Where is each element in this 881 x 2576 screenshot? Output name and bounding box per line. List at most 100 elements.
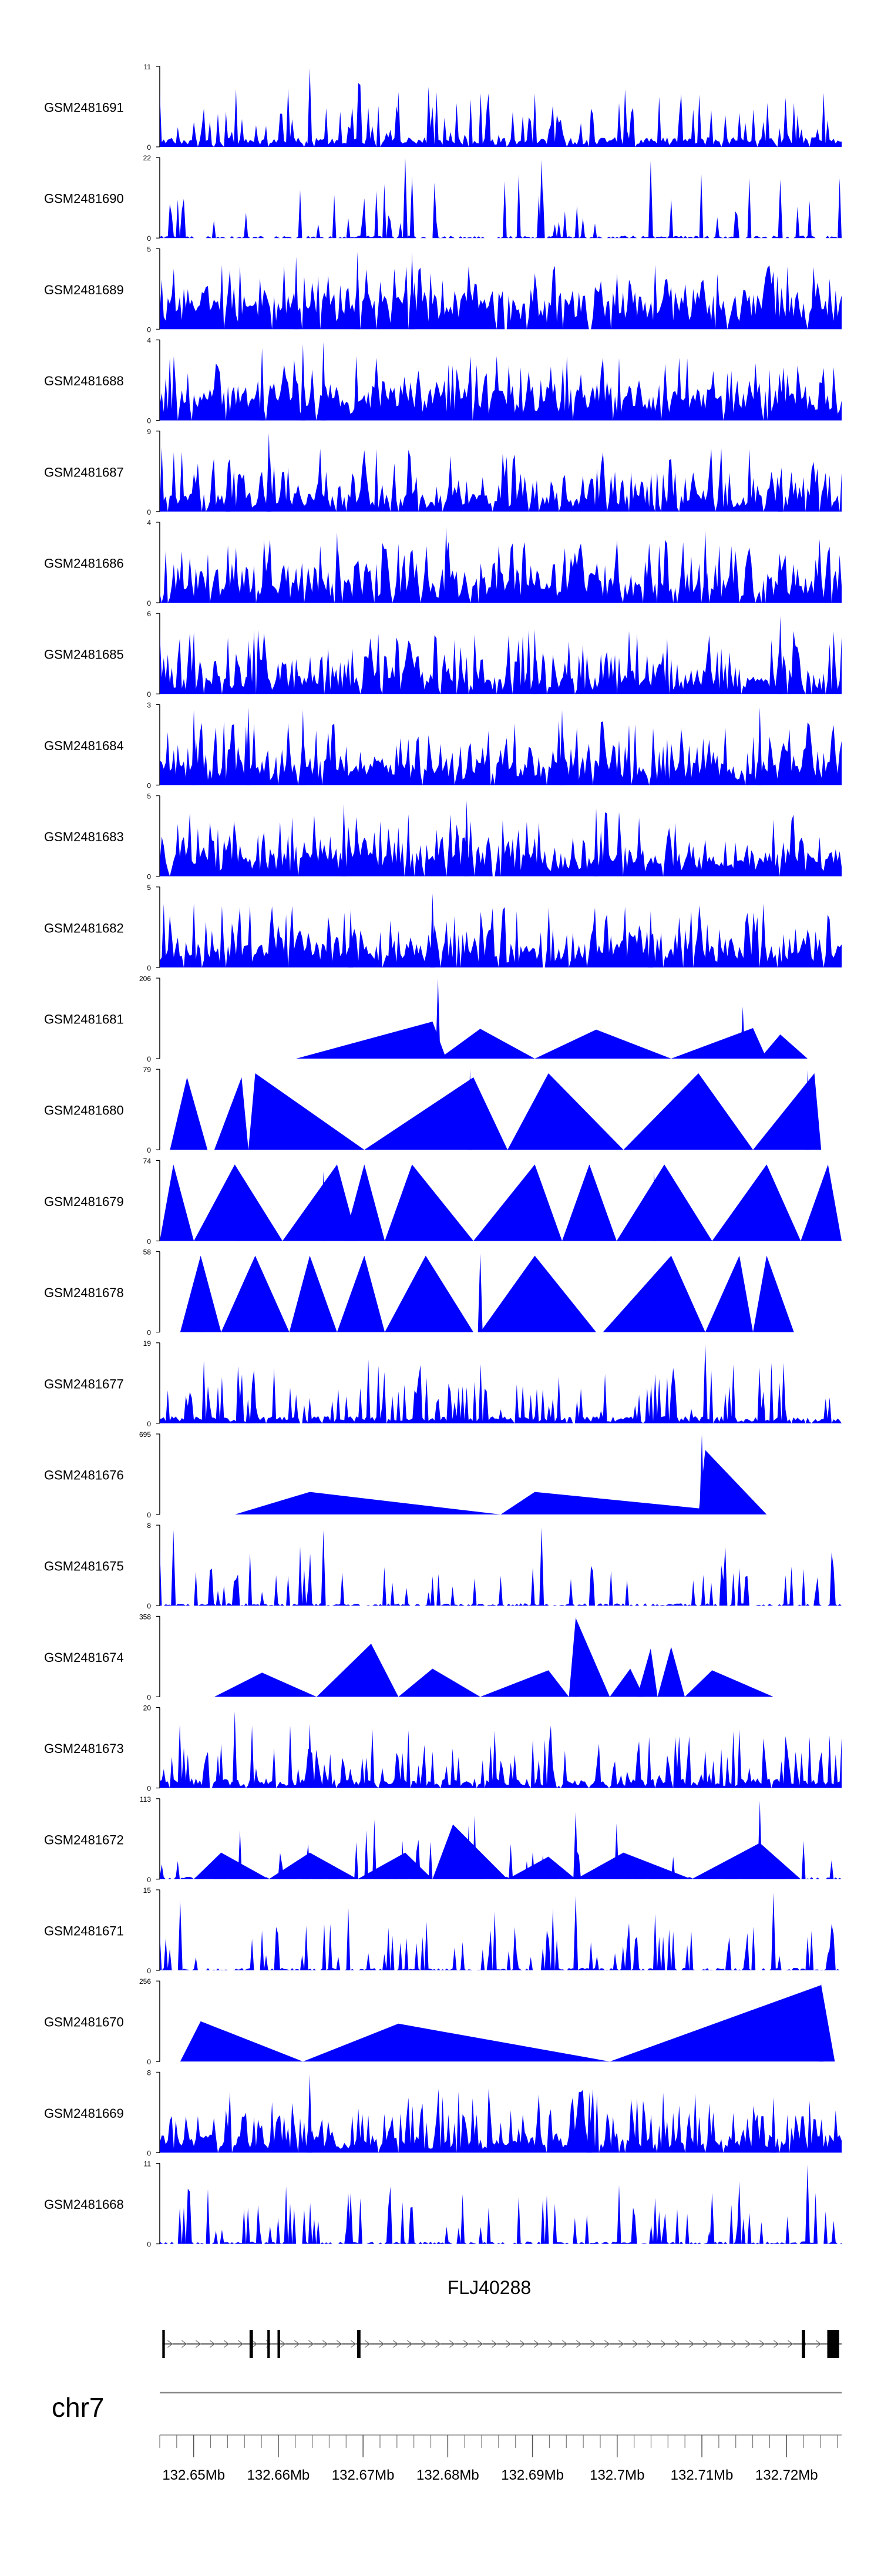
track: GSM2481677 19 0 <box>44 1339 842 1428</box>
strand-arrow <box>463 2340 469 2348</box>
track-label: GSM2481689 <box>44 283 124 297</box>
coverage-region <box>385 1255 474 1332</box>
coverage-region <box>160 1164 194 1241</box>
y-max-label: 79 <box>143 1066 152 1074</box>
coverage-peak <box>321 342 326 421</box>
coverage-profile <box>160 356 842 421</box>
coverage-region <box>684 1670 774 1697</box>
chromosome-track: chr7 <box>52 2392 842 2423</box>
coverage-peak <box>246 707 251 785</box>
coverage-region <box>317 1643 399 1697</box>
track: GSM2481674 358 0 <box>44 1613 774 1701</box>
coverage-profile <box>160 83 842 147</box>
coverage-region <box>801 1164 842 1241</box>
track: GSM2481675 8 0 <box>44 1522 842 1610</box>
strand-arrow <box>505 2340 512 2348</box>
coverage-profile <box>160 1907 842 1970</box>
strand-arrow <box>590 2340 596 2348</box>
track-label: GSM2481676 <box>44 1468 124 1483</box>
track-label: GSM2481675 <box>44 1559 124 1574</box>
coverage-peak <box>260 348 265 421</box>
track: GSM2481673 20 0 <box>44 1704 842 1793</box>
coverage-peak <box>246 640 251 694</box>
coverage-profile <box>160 173 842 239</box>
coverage-region <box>671 1027 767 1059</box>
coverage-peak <box>464 800 469 876</box>
coverage-peak <box>648 161 653 239</box>
track-label: GSM2481682 <box>44 921 124 935</box>
y-max-label: 695 <box>139 1430 151 1439</box>
track-label: GSM2481684 <box>44 738 124 753</box>
coverage-peak <box>771 1892 776 1970</box>
exon <box>357 2330 361 2358</box>
coverage-region <box>214 1672 317 1697</box>
track-label: GSM2481686 <box>44 556 124 571</box>
coverage-profile <box>160 2088 842 2153</box>
x-tick-label: 132.7Mb <box>590 2467 644 2483</box>
genome-axis: 132.65Mb 132.66Mb 132.67Mb 132.68Mb 132.69Mb… <box>159 2434 842 2483</box>
coverage-region <box>194 1852 269 1879</box>
coverage-peak <box>651 1170 657 1241</box>
y-min-label: 0 <box>147 325 151 334</box>
strand-arrow <box>787 2340 793 2348</box>
coverage-peak <box>232 1711 237 1788</box>
track: GSM2481672 113 0 <box>44 1795 842 1884</box>
coverage-profile <box>160 1724 842 1788</box>
coverage-peak <box>294 257 299 330</box>
y-min-label: 0 <box>147 2149 151 2157</box>
strand-arrow <box>660 2340 667 2348</box>
track: GSM2481683 5 0 <box>44 792 842 881</box>
coverage-peak <box>355 251 360 330</box>
strand-arrow <box>717 2340 723 2348</box>
coverage-peak <box>478 1252 483 1332</box>
coverage-peak <box>573 1811 579 1879</box>
coverage-peak <box>307 1398 312 1423</box>
coverage-region <box>357 1852 433 1879</box>
coverage-peak <box>587 2092 592 2153</box>
strand-arrow <box>181 2340 187 2348</box>
y-min-label: 0 <box>147 1146 151 1154</box>
track: GSM2481669 8 0 <box>44 2068 842 2157</box>
coverage-region <box>657 1647 685 1697</box>
coverage-peak <box>409 251 415 330</box>
strand-arrow <box>251 2340 258 2348</box>
coverage-region <box>170 1077 208 1150</box>
track-label: GSM2481669 <box>44 2106 124 2121</box>
coverage-peak <box>573 1895 579 1970</box>
y-max-label: 256 <box>139 1977 151 1986</box>
coverage-peak <box>435 978 441 1059</box>
coverage-profile <box>160 264 842 330</box>
coverage-region <box>637 1648 658 1697</box>
coverage-peak <box>805 1070 810 1150</box>
track-label: GSM2481679 <box>44 1194 124 1209</box>
coverage-peak <box>778 475 783 512</box>
coverage-region <box>507 1073 624 1150</box>
coverage-region <box>296 1021 446 1059</box>
strand-arrow <box>547 2340 554 2348</box>
coverage-peak <box>171 1530 176 1606</box>
coverage-peak <box>771 2097 776 2153</box>
coverage-peak <box>539 159 544 239</box>
x-tick-label: 132.65Mb <box>162 2467 225 2483</box>
x-tick-label: 132.72Mb <box>755 2467 818 2483</box>
strand-arrow <box>308 2340 314 2348</box>
track-label: GSM2481671 <box>44 1924 124 1939</box>
y-max-label: 5 <box>147 884 151 892</box>
strand-arrow <box>195 2340 201 2348</box>
strand-arrow <box>646 2340 653 2348</box>
coverage-peak <box>321 1171 326 1241</box>
coverage-region <box>480 1255 597 1332</box>
y-max-label: 22 <box>143 154 152 162</box>
track-label: GSM2481691 <box>44 100 124 115</box>
track: GSM2481680 79 0 <box>44 1066 822 1154</box>
y-min-label: 0 <box>147 964 151 972</box>
coverage-region <box>753 1255 794 1332</box>
x-tick-label: 132.66Mb <box>247 2467 310 2483</box>
track: GSM2481686 4 0 <box>44 519 842 607</box>
coverage-profile <box>160 2181 842 2244</box>
strand-arrow <box>604 2340 610 2348</box>
y-min-label: 0 <box>147 2241 151 2249</box>
y-max-label: 11 <box>144 63 152 71</box>
track-label: GSM2481673 <box>44 1741 124 1756</box>
